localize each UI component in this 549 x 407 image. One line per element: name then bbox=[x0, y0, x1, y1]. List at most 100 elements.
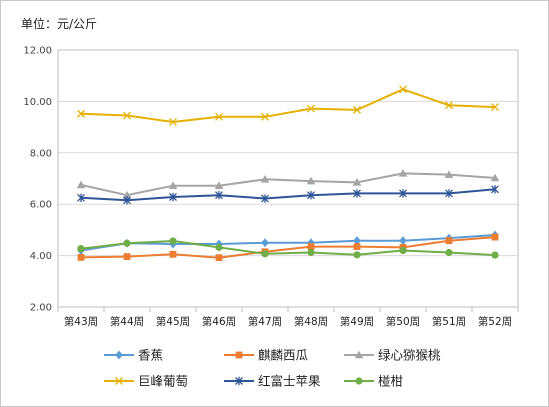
data-point-marker bbox=[260, 174, 270, 183]
data-point-marker bbox=[353, 105, 361, 114]
x-tick-label: 第45周 bbox=[156, 315, 190, 328]
data-point-marker bbox=[77, 109, 85, 118]
legend-item: 香蕉 bbox=[104, 348, 163, 363]
data-point-marker bbox=[123, 253, 131, 261]
data-point-marker bbox=[445, 248, 453, 257]
y-tick-label: 4.00 bbox=[30, 251, 52, 262]
series-line bbox=[80, 234, 496, 252]
legend-item: 椪柑 bbox=[344, 374, 403, 389]
series-group bbox=[76, 85, 500, 262]
y-tick-label: 10.00 bbox=[23, 97, 52, 108]
data-point-marker bbox=[215, 112, 223, 121]
legend-item: 红富士苹果 bbox=[224, 374, 321, 389]
data-point-marker bbox=[215, 243, 223, 251]
data-point-marker bbox=[353, 236, 361, 246]
x-tick-label: 第49周 bbox=[340, 315, 374, 328]
series-square bbox=[77, 233, 499, 262]
data-point-marker bbox=[215, 191, 223, 200]
data-point-marker bbox=[123, 196, 131, 205]
data-point-marker bbox=[115, 377, 123, 385]
data-point-marker bbox=[399, 236, 407, 246]
x-axis: 第43周 第44周 第45周 第46周 第47周 第48周 第49周 第50周 第51周 第52周 bbox=[57, 307, 519, 328]
x-tick-label: 第52周 bbox=[478, 315, 512, 328]
data-point-marker bbox=[235, 376, 243, 386]
data-point-marker bbox=[445, 101, 453, 110]
plot-area-border bbox=[57, 49, 519, 308]
data-point-marker bbox=[352, 178, 362, 186]
data-point-marker bbox=[490, 173, 500, 182]
y-axis: 2.00 4.00 6.00 8.00 10.00 12.00 bbox=[23, 46, 52, 314]
series-line bbox=[80, 236, 496, 259]
legend-label: 巨峰葡萄 bbox=[138, 374, 188, 389]
data-point-marker bbox=[77, 193, 85, 202]
data-point-marker bbox=[444, 170, 454, 178]
data-point-marker bbox=[354, 350, 364, 359]
data-point-marker bbox=[168, 181, 178, 189]
x-tick-label: 第48周 bbox=[294, 315, 328, 328]
data-point-marker bbox=[77, 245, 85, 253]
data-point-marker bbox=[122, 190, 132, 199]
data-point-marker bbox=[77, 253, 85, 261]
legend-item: 麒麟西瓜 bbox=[224, 348, 309, 363]
x-tick-label: 第43周 bbox=[64, 315, 98, 328]
series-line bbox=[80, 240, 496, 257]
data-point-marker bbox=[306, 176, 316, 185]
series-circle bbox=[77, 237, 499, 259]
series-triangle bbox=[76, 169, 500, 199]
data-point-marker bbox=[491, 185, 499, 194]
data-point-marker bbox=[261, 112, 269, 121]
data-point-marker bbox=[398, 169, 408, 177]
legend-label: 麒麟西瓜 bbox=[258, 348, 309, 363]
series-star bbox=[77, 185, 499, 205]
data-point-marker bbox=[76, 180, 86, 189]
data-point-marker bbox=[215, 254, 223, 262]
data-point-marker bbox=[353, 243, 361, 251]
x-tick-label: 第47周 bbox=[248, 315, 282, 328]
data-point-marker bbox=[307, 104, 315, 113]
data-point-marker bbox=[169, 192, 177, 202]
data-point-marker bbox=[123, 111, 131, 120]
x-tick-label: 第50周 bbox=[386, 315, 420, 328]
y-tick-label: 12.00 bbox=[23, 46, 52, 57]
series-line bbox=[80, 188, 496, 202]
data-point-marker bbox=[261, 250, 269, 258]
x-tick-label: 第51周 bbox=[432, 315, 466, 328]
data-point-marker bbox=[355, 377, 363, 385]
data-point-marker bbox=[445, 237, 453, 245]
data-point-marker bbox=[353, 189, 361, 198]
data-point-marker bbox=[235, 351, 243, 359]
data-point-marker bbox=[261, 238, 269, 248]
legend-label: 香蕉 bbox=[138, 348, 163, 363]
y-tick-label: 6.00 bbox=[30, 200, 52, 211]
series-line bbox=[80, 88, 496, 123]
unit-label: 单位：元/公斤 bbox=[21, 17, 98, 31]
data-point-marker bbox=[115, 350, 123, 360]
legend-label: 绿心猕猴桃 bbox=[378, 348, 441, 363]
data-point-marker bbox=[399, 246, 407, 255]
data-point-marker bbox=[491, 103, 499, 112]
y-tick-label: 2.00 bbox=[30, 303, 52, 314]
data-point-marker bbox=[169, 118, 177, 126]
data-point-marker bbox=[169, 237, 177, 245]
gridlines bbox=[57, 49, 519, 308]
series-line bbox=[80, 172, 496, 197]
legend-item: 绿心猕猴桃 bbox=[344, 348, 441, 363]
data-point-marker bbox=[445, 189, 453, 198]
data-point-marker bbox=[307, 243, 315, 251]
data-point-marker bbox=[491, 233, 499, 241]
data-point-marker bbox=[399, 85, 407, 94]
x-tick-label: 第46周 bbox=[202, 315, 236, 328]
data-point-marker bbox=[353, 251, 361, 259]
x-tick-label: 第44周 bbox=[110, 315, 144, 328]
data-point-marker bbox=[214, 181, 224, 189]
data-point-marker bbox=[169, 250, 177, 258]
y-tick-label: 8.00 bbox=[30, 148, 52, 159]
legend-label: 红富士苹果 bbox=[258, 374, 321, 389]
data-point-marker bbox=[399, 189, 407, 198]
data-point-marker bbox=[307, 248, 315, 257]
data-point-marker bbox=[491, 251, 499, 259]
legend-item: 巨峰葡萄 bbox=[104, 374, 188, 389]
